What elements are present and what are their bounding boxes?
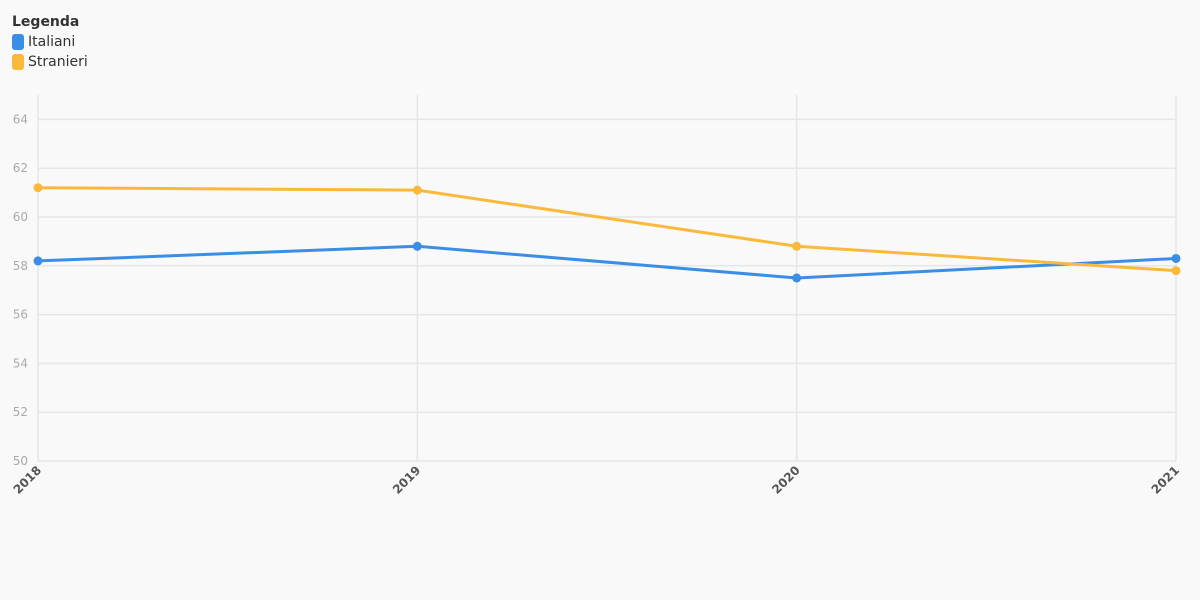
data-point-stranieri[interactable] xyxy=(412,185,422,195)
data-point-stranieri[interactable] xyxy=(792,241,802,251)
legend-title: Legenda xyxy=(12,14,80,30)
y-tick-label: 56 xyxy=(13,308,28,322)
data-point-italiani[interactable] xyxy=(1171,253,1181,263)
y-tick-label: 54 xyxy=(13,356,28,370)
data-point-stranieri[interactable] xyxy=(33,183,43,193)
legend-swatch-stranieri xyxy=(12,54,24,70)
x-axis-ticks: 2018 2019 2020 2021 xyxy=(11,463,1183,497)
series-line-stranieri xyxy=(36,186,1178,273)
y-axis-ticks: 50 52 54 56 58 60 62 64 xyxy=(13,112,28,468)
legend-item-stranieri[interactable]: Stranieri xyxy=(12,52,88,72)
x-tick-label: 2021 xyxy=(1149,463,1183,497)
y-tick-label: 50 xyxy=(13,454,28,468)
y-tick-label: 52 xyxy=(13,405,28,419)
legend-item-italiani[interactable]: Italiani xyxy=(12,32,88,52)
y-tick-label: 62 xyxy=(13,161,28,175)
y-tick-label: 64 xyxy=(13,112,28,126)
grid xyxy=(37,95,1177,462)
data-point-italiani[interactable] xyxy=(792,273,802,283)
series-line-italiani xyxy=(36,244,1178,280)
y-tick-label: 60 xyxy=(13,210,28,224)
legend: Legenda Italiani Stranieri xyxy=(12,12,88,72)
legend-label-italiani: Italiani xyxy=(28,34,76,50)
legend-swatch-italiani xyxy=(12,34,24,50)
x-tick-label: 2018 xyxy=(11,463,45,497)
x-tick-label: 2020 xyxy=(769,463,803,497)
series-lines xyxy=(36,186,1178,280)
x-tick-label: 2019 xyxy=(390,463,424,497)
data-point-italiani[interactable] xyxy=(33,256,43,266)
data-point-stranieri[interactable] xyxy=(1171,266,1181,276)
legend-label-stranieri: Stranieri xyxy=(28,54,88,70)
data-point-italiani[interactable] xyxy=(412,241,422,251)
series-points xyxy=(33,183,1181,283)
y-tick-label: 58 xyxy=(13,259,28,273)
